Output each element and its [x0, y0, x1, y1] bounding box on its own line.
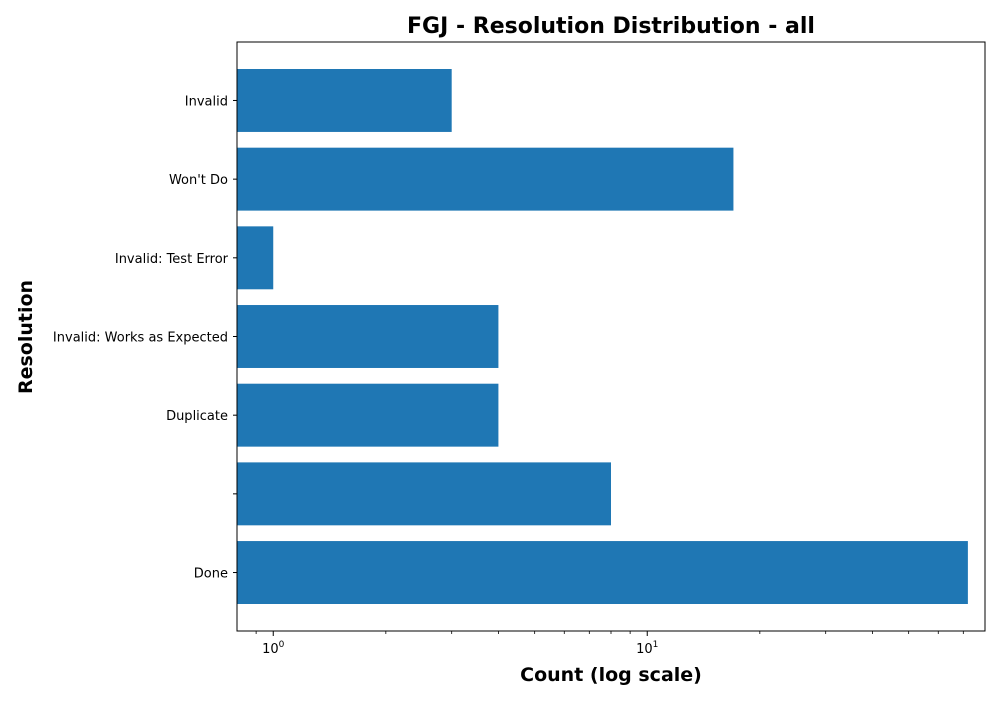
y-tick-label: Duplicate — [166, 409, 228, 424]
y-tick-label: Done — [194, 567, 228, 582]
y-axis-label: Resolution — [15, 280, 37, 394]
bars-layer — [237, 69, 968, 604]
chart-title: FGJ - Resolution Distribution - all — [407, 14, 815, 39]
bar — [237, 305, 499, 368]
y-tick-label: Invalid: Works as Expected — [53, 331, 228, 346]
bar — [237, 147, 734, 211]
x-tick-label: 101 — [636, 640, 658, 657]
x-axis-label: Count (log scale) — [520, 664, 702, 686]
y-ticks-layer: Done Duplicate Invalid: Works as Expected I… — [53, 94, 237, 582]
y-tick-label: Invalid: Test Error — [115, 252, 229, 267]
x-ticks-layer: 100 101 — [255, 631, 964, 657]
y-tick-label: Invalid — [185, 94, 228, 109]
y-tick-label: Won't Do — [169, 173, 228, 188]
plot-frame — [236, 41, 986, 632]
bar — [237, 541, 968, 604]
x-tick-label: 100 — [262, 640, 285, 657]
bar — [237, 462, 611, 526]
bar — [237, 226, 274, 290]
bar — [237, 69, 452, 132]
bar — [237, 383, 499, 447]
